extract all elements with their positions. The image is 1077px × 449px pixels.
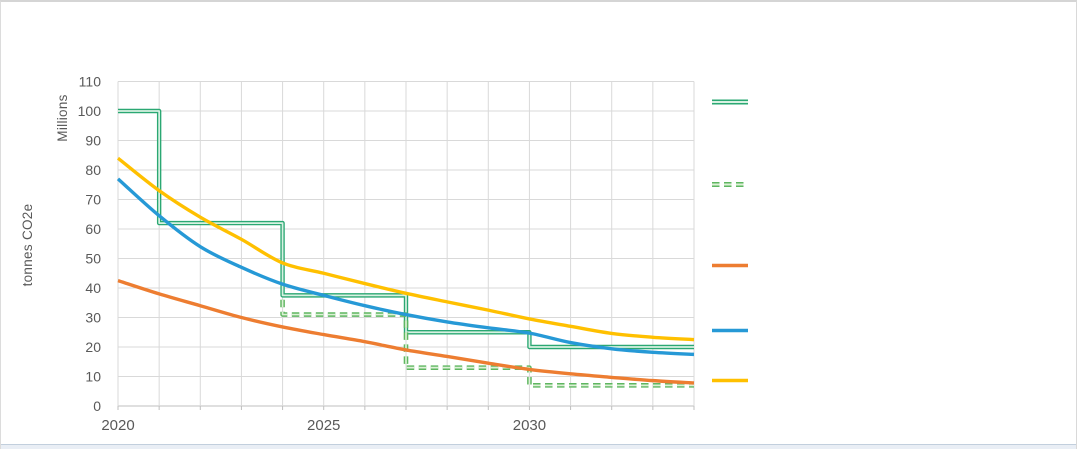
chart-series	[116, 108, 695, 388]
y-axis-tick-label: 80	[85, 162, 101, 178]
y-axis-tick-label: 0	[93, 398, 101, 414]
series-green-step-dashed-highlight	[281, 299, 694, 387]
x-axis-tick-label: 2025	[307, 417, 340, 434]
y-axis-tick-label: 110	[79, 74, 102, 90]
y-axis-tick-label: 40	[85, 280, 101, 296]
y-axis-units-label: Millions	[55, 94, 70, 141]
y-axis-tick-label: 60	[85, 221, 101, 237]
y-axis-tick-label: 10	[85, 369, 101, 385]
y-axis-tick-label: 90	[85, 133, 101, 149]
y-axis-tick-label: 100	[78, 103, 102, 119]
series-green-step-solid-highlight	[118, 110, 694, 348]
y-axis-tick-label: 30	[85, 310, 101, 326]
x-axis-tick-label: 2030	[513, 417, 546, 434]
window-bottom-border	[1, 444, 1076, 449]
y-axis-tick-label: 70	[85, 192, 101, 208]
series-yellow-line	[116, 156, 695, 342]
y-axis-tick-label: 20	[85, 339, 101, 355]
y-axis-tick-label: 50	[85, 251, 101, 267]
series-orange-line	[117, 279, 695, 385]
chart-legend	[712, 99, 748, 383]
y-axis-title: tonnes CO2e	[20, 204, 35, 287]
series-blue-line	[116, 177, 695, 357]
x-axis-tick-label: 2020	[101, 417, 134, 434]
